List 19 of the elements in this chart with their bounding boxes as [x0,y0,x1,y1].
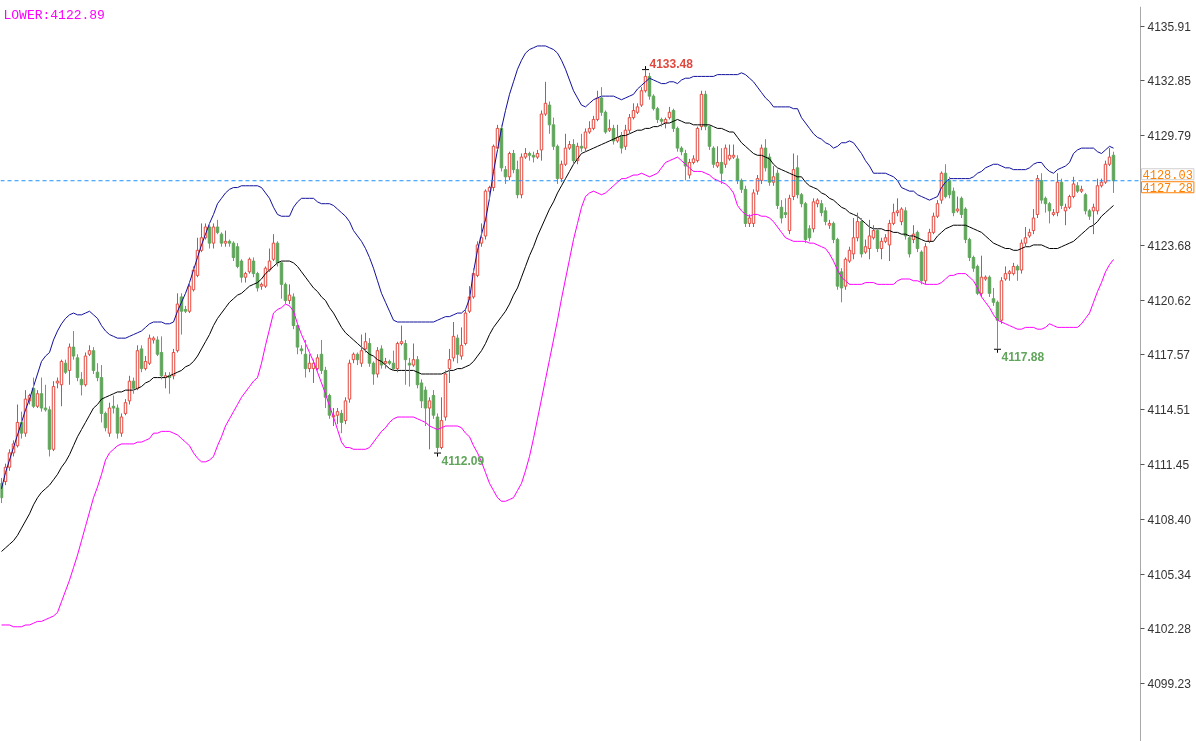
y-tick-label: 4132.85 [1147,74,1192,89]
y-tick-label: 4129.79 [1147,129,1192,144]
text: 4128.03 [1142,168,1193,183]
y-tick-label: 4105.34 [1147,567,1192,582]
data-label: 4117.88 [1001,350,1045,365]
y-tick-label: 4120.62 [1147,293,1192,308]
candlestick [1047,201,1052,224]
y-tick-label: 4123.68 [1147,238,1192,253]
y-tick-label: 4111.45 [1147,458,1190,473]
text: LOWER:4122.89 [3,7,105,23]
y-tick-label: 4135.91 [1147,19,1192,34]
y-tick-label: 4108.40 [1147,512,1192,527]
candlestick [863,239,868,255]
ref-line-label: 4127.28 [1142,181,1193,196]
y-tick-label: 4117.57 [1147,348,1191,363]
data-label: 4133.48 [649,56,694,71]
y-tick-label: 4099.23 [1147,677,1192,692]
y-tick-label: 4114.51 [1147,403,1191,418]
y-tick-label: 4102.28 [1147,622,1192,637]
